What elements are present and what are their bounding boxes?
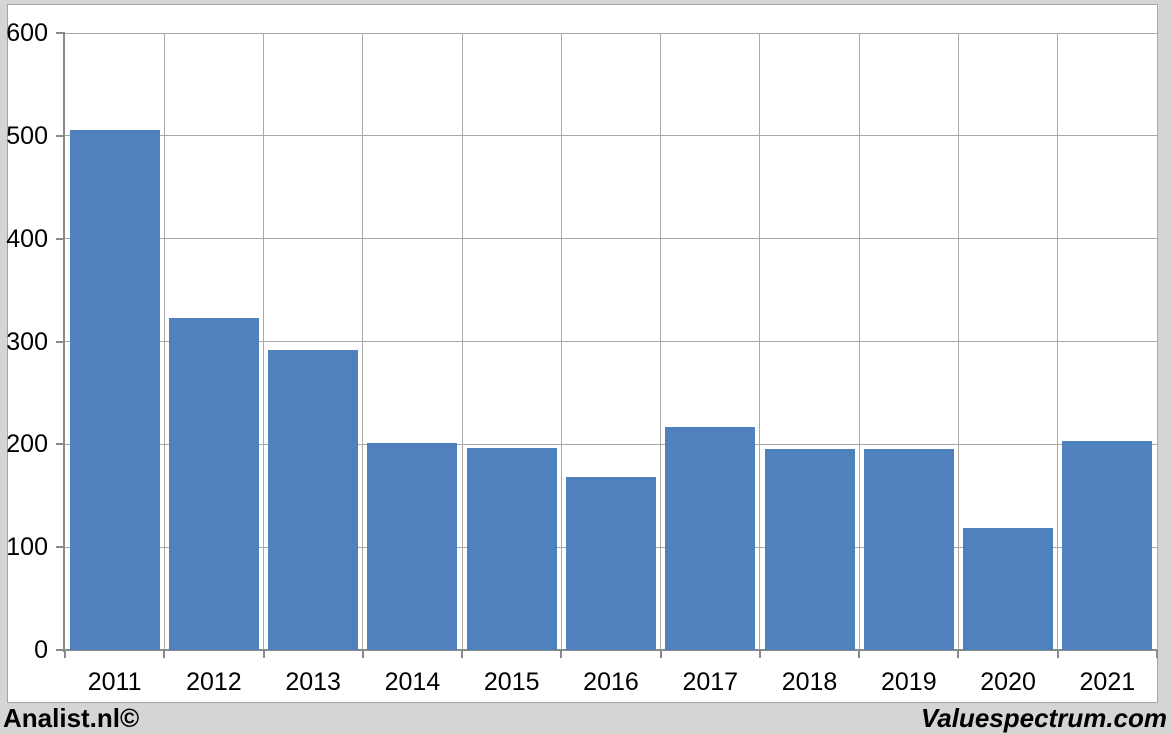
y-axis-tick bbox=[56, 649, 65, 651]
gridline-vertical bbox=[461, 33, 463, 650]
y-tick-label: 500 bbox=[6, 121, 48, 150]
x-tick-label: 2015 bbox=[483, 668, 540, 696]
x-tick-label: 2011 bbox=[87, 668, 142, 696]
bar-2015 bbox=[466, 448, 557, 650]
gridline-vertical bbox=[1057, 33, 1059, 650]
gridline-vertical bbox=[660, 33, 662, 650]
y-tick-label: 300 bbox=[6, 327, 48, 356]
x-tick-label: 2013 bbox=[285, 668, 341, 696]
bar-2021 bbox=[1062, 441, 1153, 650]
x-tick-label: 2020 bbox=[980, 668, 1036, 696]
y-axis-tick bbox=[56, 32, 65, 34]
x-tick-label: 2017 bbox=[682, 668, 739, 696]
gridline-horizontal bbox=[65, 32, 1157, 34]
gridline-vertical bbox=[163, 33, 165, 650]
bar-2013 bbox=[268, 349, 359, 650]
x-tick-label: 2014 bbox=[384, 668, 441, 696]
x-tick-label: 2021 bbox=[1079, 668, 1136, 696]
bar-2017 bbox=[665, 426, 756, 650]
analist-watermark: Analist.nl© bbox=[3, 703, 140, 733]
x-tick-label: 2016 bbox=[583, 668, 639, 696]
gridline-vertical bbox=[362, 33, 364, 650]
bar-2012 bbox=[168, 317, 259, 650]
valuespectrum-watermark: Valuespectrum.com bbox=[920, 703, 1167, 733]
y-axis-tick bbox=[56, 237, 65, 240]
bar-2016 bbox=[566, 477, 656, 650]
bar-2018 bbox=[764, 449, 855, 650]
x-tick-label: 2012 bbox=[186, 668, 242, 696]
x-axis-tick bbox=[1056, 650, 1059, 658]
x-axis-tick bbox=[560, 650, 563, 658]
y-axis-line bbox=[63, 33, 65, 652]
y-tick-label: 100 bbox=[6, 533, 48, 562]
x-axis-tick bbox=[361, 650, 364, 658]
gridline-vertical bbox=[560, 33, 562, 650]
y-tick-label: 400 bbox=[6, 224, 48, 253]
gridline-vertical bbox=[263, 33, 265, 650]
bar-2020 bbox=[963, 527, 1054, 650]
gridline-vertical bbox=[858, 33, 860, 650]
x-axis-tick bbox=[1156, 650, 1158, 658]
gridline-vertical bbox=[759, 33, 761, 650]
gridline-horizontal bbox=[65, 443, 1157, 445]
x-axis-tick bbox=[461, 650, 464, 658]
y-axis-tick bbox=[56, 134, 65, 137]
x-axis-line bbox=[65, 649, 1157, 651]
x-axis-tick bbox=[758, 650, 761, 658]
bar-2011 bbox=[69, 129, 160, 650]
x-tick-label: 2018 bbox=[781, 668, 838, 696]
footer-band: Analist.nl© Valuespectrum.com bbox=[0, 702, 1172, 734]
gridline-horizontal bbox=[65, 341, 1157, 342]
y-tick-label: 600 bbox=[6, 19, 48, 47]
x-axis-tick bbox=[64, 650, 66, 658]
bar-2019 bbox=[863, 449, 954, 650]
bar-2014 bbox=[367, 443, 458, 650]
y-tick-label: 200 bbox=[6, 430, 48, 459]
y-tick-label: 0 bbox=[34, 636, 48, 664]
x-axis-tick bbox=[957, 650, 960, 658]
gridline-horizontal bbox=[65, 238, 1157, 240]
x-tick-label: 2019 bbox=[880, 668, 937, 696]
gridline-horizontal bbox=[65, 135, 1157, 137]
y-axis-tick bbox=[56, 443, 65, 446]
x-axis-tick bbox=[659, 650, 662, 658]
x-axis-tick bbox=[858, 650, 861, 658]
y-axis-tick bbox=[56, 546, 65, 549]
gridline-vertical bbox=[957, 33, 959, 650]
y-axis-tick bbox=[56, 340, 65, 343]
x-axis-tick bbox=[163, 650, 166, 658]
x-axis-tick bbox=[262, 650, 265, 658]
gridline-vertical bbox=[1156, 33, 1158, 650]
